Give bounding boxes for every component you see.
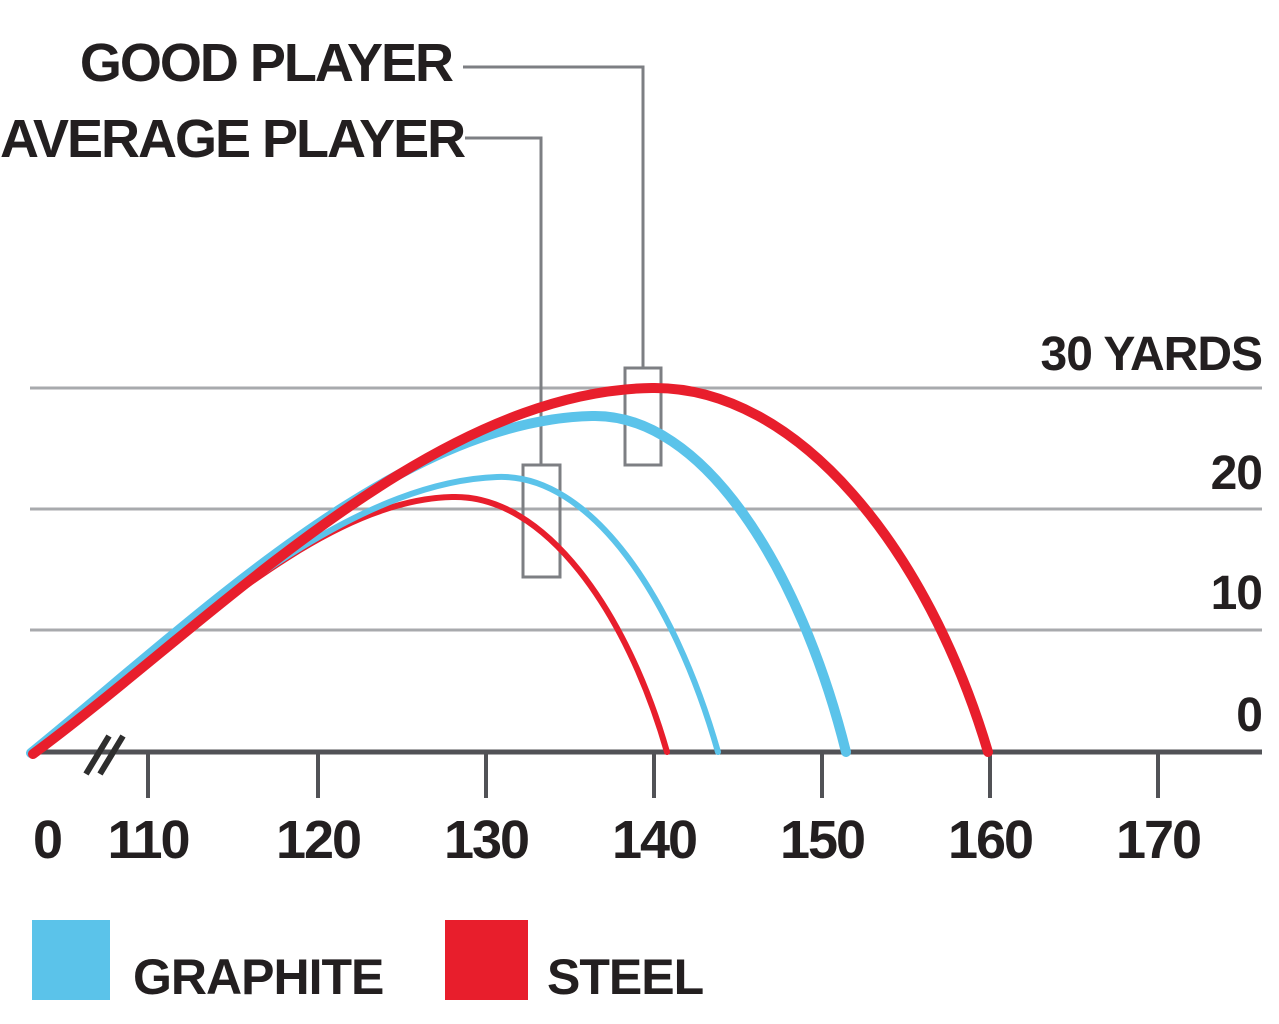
legend-swatch-graphite (32, 920, 110, 1000)
x-tick-label-110: 110 (107, 810, 190, 870)
legend-label-steel: STEEL (547, 949, 704, 1005)
good-player-label: GOOD PLAYER (79, 33, 454, 93)
x-axis (40, 734, 1262, 798)
y-axis-label-10: 10 (1210, 567, 1263, 620)
axis-break-icon (83, 734, 126, 776)
legend-label-graphite: GRAPHITE (133, 949, 384, 1005)
legend-swatch-steel (445, 920, 528, 1000)
x-tick-label-120: 120 (275, 810, 362, 870)
average-player-callout-line (465, 136, 543, 465)
y-axis-label-20: 20 (1210, 447, 1263, 500)
x-axis-ticks (146, 753, 1160, 798)
x-tick-label-0: 0 (32, 810, 63, 870)
x-tick-label-160: 160 (947, 810, 1034, 870)
x-tick-label-170: 170 (1115, 810, 1202, 870)
x-tick-label-140: 140 (611, 810, 698, 870)
trajectory-curves (26, 382, 993, 759)
y-axis-label-0: 0 (1236, 689, 1263, 742)
good-player-callout-line (463, 65, 645, 368)
x-tick-label-150: 150 (779, 810, 866, 870)
curve-average-player-graphite (28, 473, 721, 755)
average-player-label: AVERAGE PLAYER (0, 109, 466, 169)
curve-good-player-steel (28, 382, 993, 759)
curve-good-player-graphite (26, 410, 851, 758)
x-tick-label-130: 130 (443, 810, 530, 870)
y-axis-label-30-yards: 30 YARDS (1040, 328, 1263, 381)
curve-average-player-steel (30, 493, 670, 758)
